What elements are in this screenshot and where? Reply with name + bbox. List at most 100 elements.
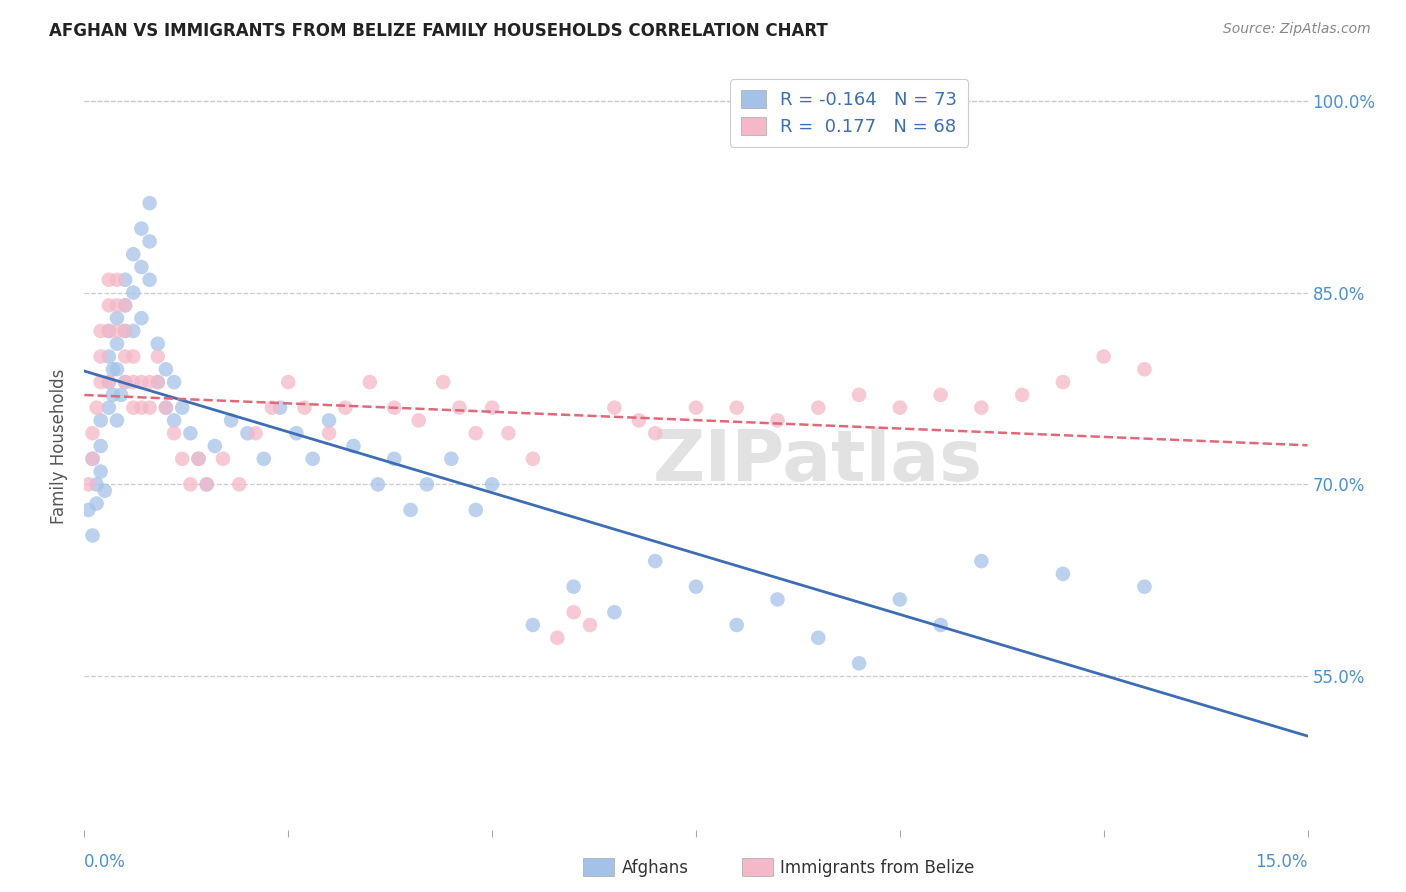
Point [848, 388, 870, 402]
Text: Afghans: Afghans [621, 859, 689, 877]
Point [432, 375, 454, 389]
Point [105, 324, 128, 338]
Point [187, 451, 209, 466]
Point [382, 401, 405, 415]
Point [318, 426, 340, 441]
Point [603, 401, 626, 415]
Y-axis label: Family Households: Family Households [51, 368, 69, 524]
Point [97, 401, 120, 415]
Point [114, 324, 136, 338]
Text: 15.0%: 15.0% [1256, 853, 1308, 871]
Point [179, 477, 201, 491]
Point [603, 605, 626, 619]
Point [277, 375, 299, 389]
Point [163, 375, 186, 389]
Point [172, 451, 194, 466]
Point [131, 375, 153, 389]
Point [408, 413, 430, 427]
Point [101, 362, 124, 376]
Point [90, 350, 112, 364]
Text: Source: ZipAtlas.com: Source: ZipAtlas.com [1223, 22, 1371, 37]
Point [179, 426, 201, 441]
Point [155, 401, 177, 415]
Point [970, 554, 993, 568]
Point [172, 401, 194, 415]
Point [187, 451, 209, 466]
Point [155, 401, 177, 415]
Point [90, 324, 112, 338]
Point [929, 618, 952, 632]
Legend: R = -0.164   N = 73, R =  0.177   N = 68: R = -0.164 N = 73, R = 0.177 N = 68 [730, 79, 969, 146]
Point [301, 451, 323, 466]
Point [97, 324, 120, 338]
Point [1052, 375, 1074, 389]
Point [236, 426, 259, 441]
Point [138, 196, 160, 211]
Point [114, 375, 136, 389]
Text: ZIPatlas: ZIPatlas [654, 427, 983, 496]
Point [97, 298, 120, 312]
Text: AFGHAN VS IMMIGRANTS FROM BELIZE FAMILY HOUSEHOLDS CORRELATION CHART: AFGHAN VS IMMIGRANTS FROM BELIZE FAMILY … [49, 22, 828, 40]
Point [1052, 566, 1074, 581]
Point [122, 324, 145, 338]
Point [449, 401, 471, 415]
Point [725, 401, 748, 415]
Point [464, 503, 486, 517]
Point [82, 451, 104, 466]
Point [122, 285, 145, 300]
Point [212, 451, 235, 466]
Point [807, 401, 830, 415]
Point [481, 477, 503, 491]
Point [97, 375, 120, 389]
Point [294, 401, 316, 415]
Point [766, 413, 789, 427]
Point [114, 375, 136, 389]
Point [138, 401, 160, 415]
Point [114, 298, 136, 312]
Point [105, 336, 128, 351]
Point [766, 592, 789, 607]
Point [382, 451, 405, 466]
Text: Immigrants from Belize: Immigrants from Belize [780, 859, 974, 877]
Point [342, 439, 364, 453]
Point [105, 298, 128, 312]
Point [1133, 580, 1156, 594]
Point [90, 375, 112, 389]
Point [90, 465, 112, 479]
Point [114, 298, 136, 312]
Point [90, 439, 112, 453]
Point [416, 477, 439, 491]
Point [163, 426, 186, 441]
Point [335, 401, 357, 415]
Point [97, 375, 120, 389]
Point [163, 413, 186, 427]
Point [122, 350, 145, 364]
Point [146, 336, 169, 351]
Point [105, 273, 128, 287]
Point [82, 528, 104, 542]
Point [260, 401, 283, 415]
Point [131, 401, 153, 415]
Point [318, 413, 340, 427]
Point [138, 273, 160, 287]
Point [114, 324, 136, 338]
Point [131, 260, 153, 274]
Point [86, 496, 108, 510]
Point [1133, 362, 1156, 376]
Point [498, 426, 520, 441]
Point [1092, 350, 1115, 364]
Point [522, 618, 544, 632]
Point [155, 362, 177, 376]
Point [86, 401, 108, 415]
Point [685, 401, 707, 415]
Point [114, 350, 136, 364]
Point [644, 426, 666, 441]
Point [889, 401, 911, 415]
Point [269, 401, 291, 415]
Point [146, 375, 169, 389]
Point [122, 401, 145, 415]
Point [481, 401, 503, 415]
Point [228, 477, 250, 491]
Point [889, 592, 911, 607]
Point [440, 451, 463, 466]
